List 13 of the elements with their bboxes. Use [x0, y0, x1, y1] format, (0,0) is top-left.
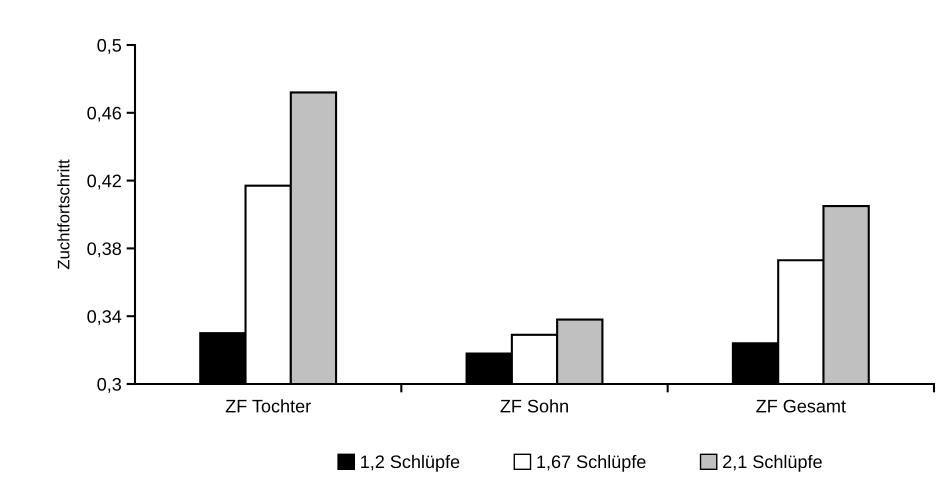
- x-tick-label: ZF Sohn: [500, 399, 568, 413]
- y-tick-label: 0,34: [87, 310, 122, 326]
- y-tick-label: 0,38: [87, 242, 122, 258]
- y-axis-title: Zuchtfortschritt: [57, 160, 70, 270]
- y-tick-label: 0,3: [97, 378, 122, 393]
- x-tick-label: ZF Tochter: [226, 399, 311, 413]
- x-tick-label: ZF Gesamt: [756, 400, 846, 413]
- y-tick-label: 0,5: [97, 38, 122, 54]
- legend-label: 1,67 Schlüpfe: [537, 454, 646, 472]
- y-tick-label: 0,46: [87, 106, 122, 122]
- y-tick-label: 0,42: [87, 174, 121, 190]
- legend-label: 2,1 Schlüpfe: [723, 454, 822, 472]
- legend-label: 1,2 Schlüpfe: [361, 454, 460, 472]
